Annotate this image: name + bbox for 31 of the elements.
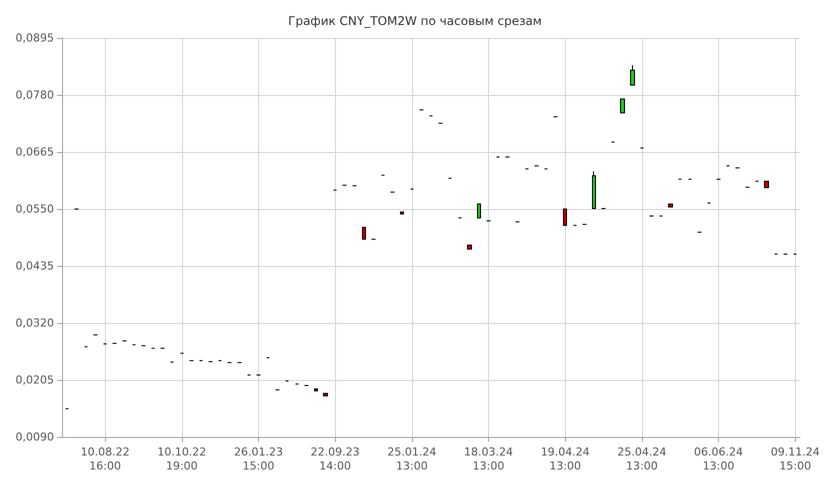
y-tick-label: 0,0895 — [16, 32, 54, 44]
y-tick-label: 0,0435 — [16, 260, 54, 272]
x-tick-label: 09.11.24 15:00 — [770, 446, 820, 472]
candlestick — [563, 208, 567, 226]
x-tick-label: 10.10.22 19:00 — [157, 446, 206, 472]
y-tick-label: 0,0090 — [16, 430, 54, 444]
x-tick-label: 25.01.24 13:00 — [387, 446, 436, 472]
candlestick — [620, 98, 625, 114]
x-tick-label: 06.06.24 13:00 — [694, 446, 744, 472]
candlestick — [477, 204, 481, 218]
candlestick — [467, 244, 472, 250]
y-tick-label: 0,0320 — [16, 316, 54, 330]
candlestick — [668, 204, 673, 208]
candlestick — [323, 392, 328, 396]
x-tick-label: 26.01.23 15:00 — [234, 446, 283, 472]
x-tick-label: 18.03.24 13:00 — [464, 446, 513, 472]
candlestick — [764, 180, 769, 188]
candlestick — [592, 170, 596, 210]
x-tick-label: 22.09.23 14:00 — [310, 446, 360, 472]
candlestick — [362, 226, 366, 240]
y-tick-label: 0,0205 — [16, 374, 54, 386]
candlestick — [630, 64, 635, 86]
x-tick-label: 10.08.22 16:00 — [80, 446, 130, 472]
x-tick-label: 19.04.24 13:00 — [540, 446, 590, 472]
y-tick-label: 0,0550 — [16, 202, 54, 216]
y-tick-label: 0,0780 — [16, 88, 54, 102]
y-tick-label: 0,0665 — [16, 146, 54, 158]
x-tick-label: 25.04.24 13:00 — [617, 446, 666, 472]
candlestick — [400, 211, 404, 214]
chart-title: График CNY_TOM2W по часовым срезам — [288, 14, 542, 28]
candlestick — [314, 388, 318, 392]
